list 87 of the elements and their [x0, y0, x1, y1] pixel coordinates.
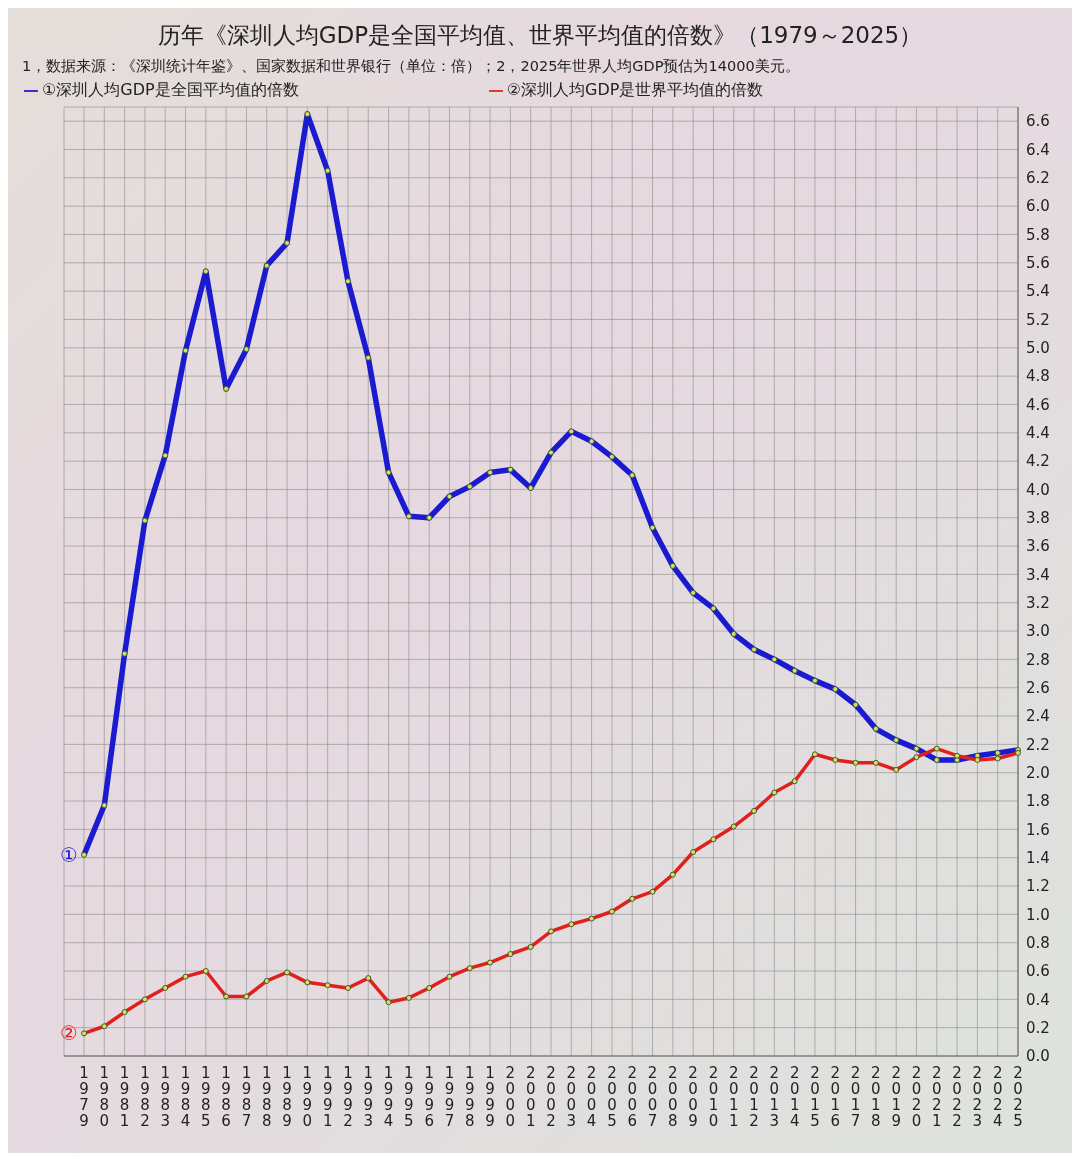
y-tick-label: 0.6	[1026, 962, 1050, 981]
x-tick-label: 2005	[607, 1064, 617, 1130]
y-tick-label: 5.0	[1026, 339, 1050, 358]
x-tick-label: 1995	[404, 1064, 414, 1130]
y-tick-label: 5.6	[1026, 254, 1050, 273]
x-tick-label: 1979	[79, 1064, 89, 1130]
y-tick-label: 4.0	[1026, 480, 1050, 499]
x-tick-label: 1982	[140, 1064, 150, 1130]
y-tick-label: 0.2	[1026, 1019, 1050, 1037]
x-tick-label: 1997	[444, 1064, 455, 1130]
annotation: ①	[60, 842, 78, 867]
x-tick-label: 1988	[261, 1064, 272, 1130]
x-tick-label: 2004	[586, 1064, 597, 1130]
y-tick-label: 2.8	[1026, 650, 1050, 669]
x-tick-label: 2018	[871, 1064, 881, 1130]
x-tick-label: 2020	[911, 1064, 922, 1130]
x-tick-label: 1992	[343, 1064, 353, 1130]
y-tick-label: 2.4	[1026, 707, 1050, 726]
x-tick-label: 2002	[546, 1064, 556, 1130]
x-tick-label: 2007	[647, 1064, 658, 1130]
y-tick-label: 2.2	[1026, 735, 1050, 754]
x-tick-label: 2003	[566, 1064, 577, 1130]
y-tick-label: 3.0	[1026, 622, 1050, 641]
x-tick-label: 2011	[728, 1064, 739, 1130]
y-tick-label: 0.8	[1026, 934, 1050, 953]
y-tick-label: 1.2	[1026, 877, 1050, 896]
x-tick-label: 2021	[932, 1064, 942, 1130]
x-tick-label: 1986	[221, 1064, 231, 1130]
legend-label: ②深圳人均GDP是世界平均值的倍数	[506, 80, 764, 99]
y-tick-label: 1.6	[1026, 820, 1050, 839]
x-tick-label: 2006	[627, 1064, 637, 1130]
y-tick-label: 0.4	[1026, 990, 1050, 1009]
x-tick-label: 2010	[708, 1064, 719, 1130]
y-tick-label: 2.6	[1026, 679, 1050, 698]
x-tick-label: 2024	[992, 1064, 1003, 1130]
y-tick-label: 6.0	[1026, 197, 1050, 216]
y-tick-label: 5.4	[1026, 282, 1050, 301]
x-tick-label: 2017	[850, 1064, 861, 1130]
annotation: ②	[60, 1021, 78, 1046]
y-tick-label: 4.4	[1026, 424, 1050, 443]
y-tick-label: 4.6	[1026, 395, 1050, 414]
x-tick-label: 2022	[952, 1064, 962, 1130]
y-tick-label: 2.0	[1026, 764, 1050, 783]
x-tick-label: 2013	[769, 1064, 780, 1130]
x-tick-label: 1998	[465, 1064, 475, 1130]
y-tick-label: 3.4	[1026, 565, 1050, 584]
x-tick-label: 2008	[668, 1064, 678, 1130]
y-tick-label: 6.2	[1026, 169, 1050, 188]
y-tick-label: 3.2	[1026, 594, 1050, 613]
y-tick-label: 3.8	[1026, 509, 1050, 528]
y-tick-label: 6.6	[1026, 112, 1050, 131]
y-tick-label: 3.6	[1026, 537, 1050, 556]
y-tick-label: 0.0	[1026, 1047, 1050, 1066]
x-tick-label: 1989	[282, 1064, 292, 1130]
x-tick-label: 2009	[688, 1064, 698, 1130]
x-tick-label: 2012	[749, 1064, 759, 1130]
x-tick-label: 2025	[1013, 1064, 1023, 1130]
x-tick-label: 1994	[383, 1064, 394, 1130]
x-tick-label: 2023	[972, 1064, 983, 1130]
y-tick-label: 4.2	[1026, 452, 1050, 471]
x-tick-label: 1985	[201, 1064, 211, 1130]
x-tick-label: 1996	[424, 1064, 434, 1130]
legend-label: ①深圳人均GDP是全国平均值的倍数	[42, 80, 299, 99]
y-tick-label: 1.4	[1026, 849, 1050, 868]
x-tick-label: 1999	[485, 1064, 495, 1130]
y-tick-label: 4.8	[1026, 367, 1050, 386]
x-tick-label: 1990	[302, 1064, 313, 1130]
x-tick-label: 2001	[525, 1064, 536, 1130]
x-tick-label: 2015	[810, 1064, 820, 1130]
chart-title: 历年《深圳人均GDP是全国平均值、世界平均值的倍数》（1979～2025）	[156, 21, 924, 50]
x-tick-label: 2000	[505, 1064, 516, 1130]
x-tick-label: 1987	[241, 1064, 252, 1130]
y-tick-label: 1.0	[1026, 905, 1050, 924]
x-tick-label: 1991	[322, 1064, 333, 1130]
x-tick-label: 1981	[119, 1064, 130, 1130]
y-tick-label: 1.8	[1026, 792, 1050, 811]
y-tick-label: 6.4	[1026, 140, 1050, 159]
y-tick-label: 5.2	[1026, 310, 1050, 329]
x-tick-label: 2016	[830, 1064, 841, 1130]
y-tick-label: 5.8	[1026, 225, 1050, 244]
x-tick-label: 1993	[363, 1064, 374, 1130]
x-tick-label: 1980	[99, 1064, 110, 1130]
x-tick-label: 2019	[891, 1064, 901, 1130]
x-tick-label: 2014	[789, 1064, 800, 1130]
x-tick-label: 1983	[160, 1064, 170, 1130]
x-tick-label: 1984	[180, 1064, 191, 1130]
chart-subtitle: 1，数据来源：《深圳统计年鉴》、国家数据和世界银行（单位：倍）；2，2025年世界人均GDP预估为14000美元。	[22, 57, 801, 76]
